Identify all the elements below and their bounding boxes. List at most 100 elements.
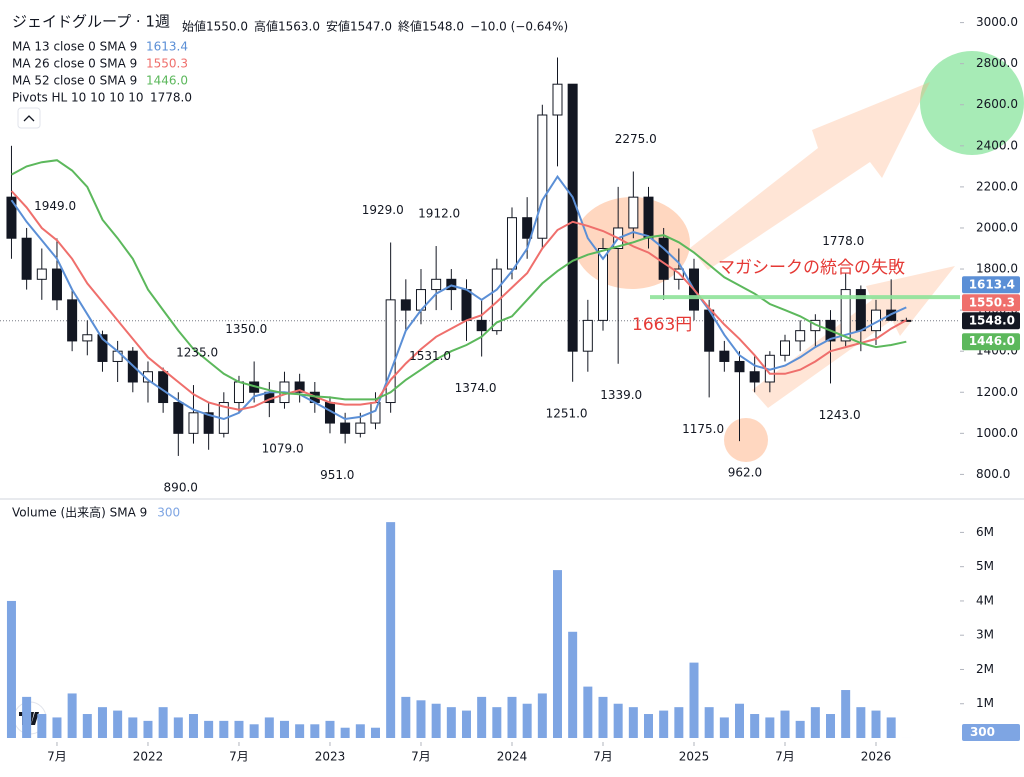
volume-bar — [310, 724, 320, 738]
legend-value: 1550.3 — [146, 57, 188, 71]
volume-bar — [537, 693, 547, 738]
volume-bar — [750, 714, 760, 738]
x-tick-label: 7月 — [775, 750, 795, 764]
volume-bar — [188, 714, 198, 738]
y-tick-label: 5M — [976, 559, 994, 573]
candle-body — [522, 217, 533, 239]
volume-bar — [598, 696, 608, 738]
volume-bar — [37, 714, 47, 738]
candle-body — [36, 268, 47, 280]
hline-label: 1663円 — [632, 315, 692, 335]
volume-bar — [765, 717, 775, 738]
legend-name: MA 52 close 0 SMA 9 — [12, 74, 137, 88]
price-tag-label: 1446.0 — [969, 334, 1015, 348]
volume-bar — [795, 720, 805, 738]
pivot-label: 1350.0 — [225, 322, 267, 336]
x-tick-label: 2025 — [679, 750, 710, 764]
candle-body — [294, 381, 305, 393]
candle-body — [203, 412, 214, 434]
pivot-label: 951.0 — [320, 468, 354, 482]
candle-body — [431, 278, 442, 291]
pivot-label: 1079.0 — [262, 442, 304, 456]
volume-bar — [674, 707, 684, 738]
volume-bar — [204, 720, 214, 738]
collapse-button[interactable] — [17, 107, 41, 129]
volume-bar — [234, 720, 244, 738]
pivot-label: 1929.0 — [362, 203, 404, 217]
volume-bar — [659, 710, 669, 738]
volume-bar — [735, 703, 745, 738]
volume-bar — [492, 707, 502, 738]
volume-bar — [780, 710, 790, 738]
candle-body — [567, 83, 578, 352]
candle-body — [173, 402, 184, 434]
ohlc-name: 始値 — [182, 19, 206, 34]
volume-bar — [325, 720, 335, 738]
volume-bar — [841, 690, 851, 738]
volume-bar — [249, 724, 259, 738]
legend-name: Pivots HL 10 10 10 10 — [12, 91, 144, 105]
candle-body — [112, 350, 123, 362]
arrow — [752, 266, 955, 408]
volume-bar — [431, 703, 441, 738]
candle-body — [355, 422, 366, 434]
candle-body — [385, 299, 396, 404]
x-tick-label: 7月 — [229, 750, 249, 764]
volume-bar — [826, 714, 836, 738]
candle-body — [461, 289, 472, 321]
volume-bar — [279, 720, 289, 738]
candle-body — [749, 371, 760, 383]
volume-bar — [719, 717, 729, 738]
candle-body — [643, 196, 654, 239]
volume-bar — [340, 727, 350, 738]
volume-bar — [552, 570, 562, 738]
highlight-circle — [724, 418, 768, 462]
candle-body — [506, 217, 517, 270]
volume-bar — [416, 700, 426, 738]
y-tick-label: 2400.0 — [976, 138, 1018, 152]
volume-bar — [613, 703, 623, 738]
volume-bar — [370, 727, 380, 738]
pivot-label: 1912.0 — [418, 207, 460, 221]
y-tick-label: 2000.0 — [976, 220, 1018, 234]
ohlc-change: −10.0 (−0.64%) — [470, 20, 568, 34]
candle-body — [340, 422, 351, 434]
price-tag-label: 1548.0 — [969, 313, 1015, 327]
x-tick-label: 7月 — [47, 750, 67, 764]
pivot-label: 1531.0 — [409, 349, 451, 363]
y-tick-label: 6M — [976, 525, 994, 539]
volume-bar — [219, 720, 229, 738]
legend-value: 1613.4 — [146, 40, 188, 54]
candle-body — [6, 196, 17, 239]
volume-bar — [173, 717, 183, 738]
target-circle — [920, 51, 1024, 155]
pivot-label: 1243.0 — [819, 408, 861, 422]
ohlc-value: 1548.0 — [422, 20, 464, 34]
pivot-label: 2275.0 — [615, 132, 657, 146]
y-tick-label: 3000.0 — [976, 15, 1018, 29]
y-tick-label: 1200.0 — [976, 385, 1018, 399]
volume-bar — [22, 696, 32, 738]
y-tick-label: 2M — [976, 662, 994, 676]
legend-value: 1446.0 — [146, 74, 188, 88]
ma-line — [10, 190, 907, 411]
volume-bar — [446, 707, 456, 738]
y-tick-label: 800.0 — [976, 467, 1010, 481]
pivot-label: 1175.0 — [682, 422, 724, 436]
candle-body — [552, 83, 563, 116]
volume-title: Volume (出来高) SMA 9 — [12, 506, 147, 520]
volume-bar — [583, 686, 593, 738]
x-tick-label: 2022 — [133, 750, 164, 764]
volume-bar — [52, 717, 62, 738]
y-tick-label: 1M — [976, 696, 994, 710]
volume-bar — [643, 714, 653, 738]
volume-bar — [477, 696, 487, 738]
pivot-label: 1251.0 — [546, 406, 588, 420]
pivot-label: 1339.0 — [600, 388, 642, 402]
price-tag — [962, 294, 1020, 312]
ma-line — [10, 174, 907, 421]
volume-bar — [143, 720, 153, 738]
volume-last: 300 — [157, 506, 180, 520]
